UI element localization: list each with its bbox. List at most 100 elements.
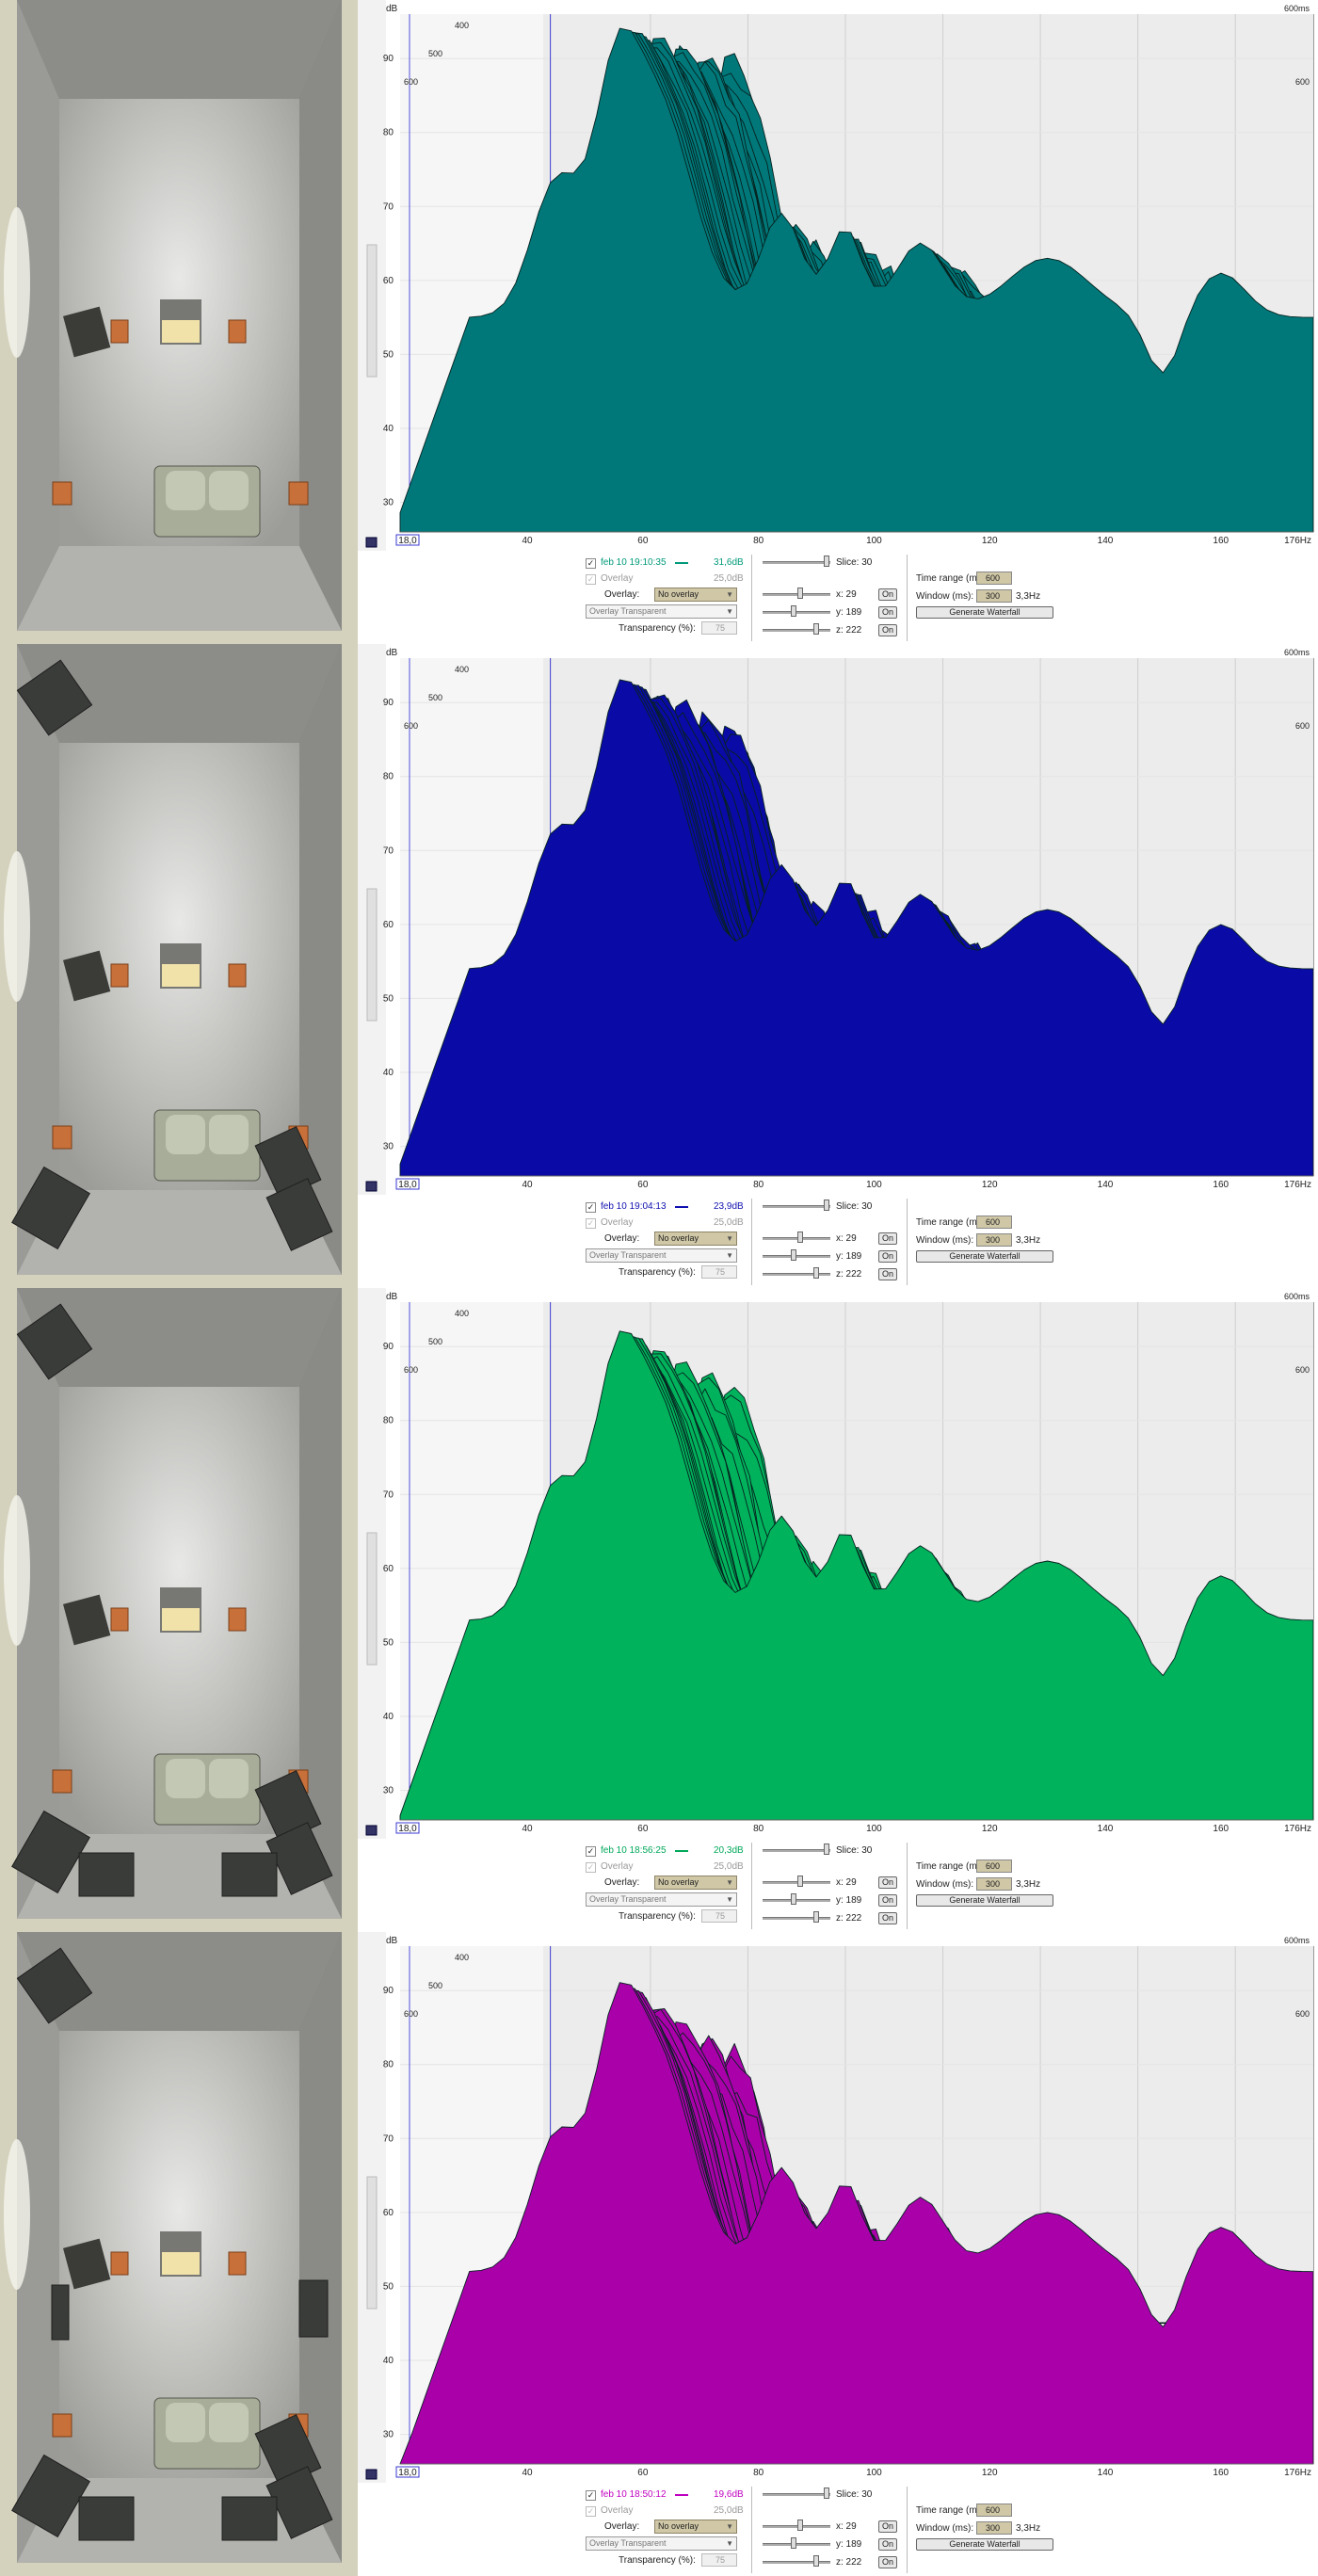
- overlay-select[interactable]: No overlay ▼: [654, 588, 737, 602]
- z-slider-thumb[interactable]: [813, 1267, 819, 1279]
- y-on-button[interactable]: On: [878, 2538, 897, 2551]
- overlay-checkbox[interactable]: ✓: [586, 2506, 596, 2517]
- room-render: [0, 1932, 358, 2576]
- slice-slider-thumb[interactable]: [824, 1199, 829, 1211]
- z-on-button[interactable]: On: [878, 1268, 897, 1280]
- z-on-button[interactable]: On: [878, 1912, 897, 1924]
- overlay-checkbox[interactable]: ✓: [586, 1862, 596, 1873]
- x-slider-thumb[interactable]: [797, 1876, 803, 1887]
- overlay-select[interactable]: No overlay ▼: [654, 2520, 737, 2534]
- overlay-select-label: Overlay:: [604, 1233, 640, 1244]
- separator: [907, 2487, 908, 2573]
- z-slider-thumb[interactable]: [813, 2555, 819, 2567]
- overlay-mode-select[interactable]: Overlay Transparent ▼: [586, 1248, 737, 1263]
- slice-slider-track[interactable]: [763, 561, 830, 564]
- comparison-panel: dB 30 40 50 60 70 80 90 18,0 40 60 80 100 120 140 160 17…: [0, 644, 1318, 1288]
- slice-slider-thumb[interactable]: [824, 555, 829, 567]
- x-on-button[interactable]: On: [878, 1232, 897, 1245]
- y-on-button[interactable]: On: [878, 1250, 897, 1263]
- generate-waterfall-button[interactable]: Generate Waterfall: [916, 2538, 1053, 2551]
- desk: [162, 2252, 200, 2275]
- z-slider-track[interactable]: [763, 1917, 830, 1920]
- generate-waterfall-button[interactable]: Generate Waterfall: [916, 1894, 1053, 1907]
- window-input[interactable]: 300: [976, 1233, 1012, 1247]
- generate-waterfall-button[interactable]: Generate Waterfall: [916, 1250, 1053, 1263]
- x-on-button[interactable]: On: [878, 2520, 897, 2533]
- overlay-mode-select[interactable]: Overlay Transparent ▼: [586, 1892, 737, 1907]
- y-on-button[interactable]: On: [878, 1894, 897, 1907]
- x-slider-track[interactable]: [763, 2525, 830, 2528]
- y-slider-track[interactable]: [763, 611, 830, 614]
- overlay-level: 25,0dB: [714, 1861, 744, 1872]
- y-slider-track[interactable]: [763, 2543, 830, 2546]
- measurement-checkbox[interactable]: ✓: [586, 1846, 596, 1857]
- time-range-input[interactable]: 600: [976, 2504, 1012, 2517]
- y-tick-label: 40: [383, 1068, 394, 1078]
- window-input[interactable]: 300: [976, 2521, 1012, 2535]
- measurement-checkbox[interactable]: ✓: [586, 2490, 596, 2501]
- z-on-button[interactable]: On: [878, 624, 897, 636]
- measurement-checkbox[interactable]: ✓: [586, 558, 596, 569]
- x-tick-label: 176Hz: [1284, 1180, 1311, 1190]
- time-range-input[interactable]: 600: [976, 1860, 1012, 1873]
- speaker-left: [110, 2251, 129, 2276]
- waterfall-slice: [399, 1330, 1314, 1821]
- overlay-label: Overlay: [601, 1861, 634, 1872]
- overlay-checkbox[interactable]: ✓: [586, 574, 596, 585]
- z-on-button[interactable]: On: [878, 2556, 897, 2568]
- y-on-button[interactable]: On: [878, 606, 897, 619]
- overlay-mode-select[interactable]: Overlay Transparent ▼: [586, 2536, 737, 2551]
- time-range-input[interactable]: 600: [976, 572, 1012, 585]
- overlay-select[interactable]: No overlay ▼: [654, 1232, 737, 1246]
- transparency-label: Transparency (%):: [619, 623, 696, 634]
- z-slider-track[interactable]: [763, 629, 830, 632]
- time-tick-label: 400: [455, 1953, 469, 1962]
- y-tick-label: 90: [383, 698, 394, 708]
- overlay-select[interactable]: No overlay ▼: [654, 1876, 737, 1890]
- y-rotation-label: y: 189: [836, 2539, 862, 2550]
- x-slider-thumb[interactable]: [797, 2520, 803, 2531]
- z-slider-thumb[interactable]: [813, 623, 819, 635]
- waterfall-plot: dB 30 40 50 60 70 80 90 18,0 40 60 80 100 120 140 160 17…: [358, 1288, 1314, 1839]
- slice-slider-thumb[interactable]: [824, 1843, 829, 1855]
- y-slider-thumb[interactable]: [791, 1249, 796, 1261]
- transparency-input[interactable]: 75: [701, 2553, 737, 2567]
- transparency-input[interactable]: 75: [701, 621, 737, 635]
- x-on-button[interactable]: On: [878, 1876, 897, 1889]
- x-slider-track[interactable]: [763, 593, 830, 596]
- transparency-input[interactable]: 75: [701, 1909, 737, 1923]
- slice-slider-track[interactable]: [763, 2493, 830, 2496]
- y-slider-thumb[interactable]: [791, 2537, 796, 2549]
- x-slider-thumb[interactable]: [797, 1232, 803, 1243]
- overlay-mode-select[interactable]: Overlay Transparent ▼: [586, 604, 737, 619]
- subwoofer-left: [52, 1125, 72, 1150]
- window-input[interactable]: 300: [976, 589, 1012, 603]
- y-slider-track[interactable]: [763, 1255, 830, 1258]
- x-tick-label: 40: [522, 536, 534, 546]
- overlay-checkbox[interactable]: ✓: [586, 1218, 596, 1229]
- separator: [751, 1843, 752, 1929]
- slice-slider-track[interactable]: [763, 1849, 830, 1852]
- window-label: Window (ms):: [916, 2523, 974, 2534]
- y-slider-thumb[interactable]: [791, 1893, 796, 1905]
- axes: dB 30 40 50 60 70 80 90 18,0 40 60 80 100 120 140 160 17…: [383, 648, 1311, 1190]
- x-slider-track[interactable]: [763, 1881, 830, 1884]
- measurement-checkbox[interactable]: ✓: [586, 1202, 596, 1213]
- transparency-input[interactable]: 75: [701, 1265, 737, 1279]
- slice-slider-thumb[interactable]: [824, 2487, 829, 2499]
- slice-slider-track[interactable]: [763, 1205, 830, 1208]
- x-slider-track[interactable]: [763, 1237, 830, 1240]
- z-slider-track[interactable]: [763, 2561, 830, 2564]
- y-slider-track[interactable]: [763, 1899, 830, 1902]
- x-on-button[interactable]: On: [878, 588, 897, 601]
- time-range-input[interactable]: 600: [976, 1216, 1012, 1229]
- transparency-label: Transparency (%):: [619, 1911, 696, 1922]
- generate-waterfall-button[interactable]: Generate Waterfall: [916, 606, 1053, 619]
- y-slider-thumb[interactable]: [791, 605, 796, 617]
- z-slider-track[interactable]: [763, 1273, 830, 1276]
- desk: [162, 964, 200, 987]
- window-input[interactable]: 300: [976, 1877, 1012, 1891]
- x-slider-thumb[interactable]: [797, 588, 803, 599]
- z-slider-thumb[interactable]: [813, 1911, 819, 1923]
- y-tick-label: 30: [383, 498, 394, 508]
